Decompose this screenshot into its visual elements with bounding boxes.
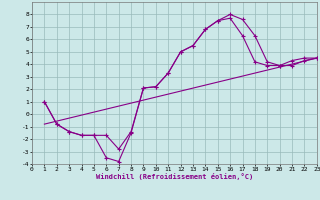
X-axis label: Windchill (Refroidissement éolien,°C): Windchill (Refroidissement éolien,°C) (96, 173, 253, 180)
